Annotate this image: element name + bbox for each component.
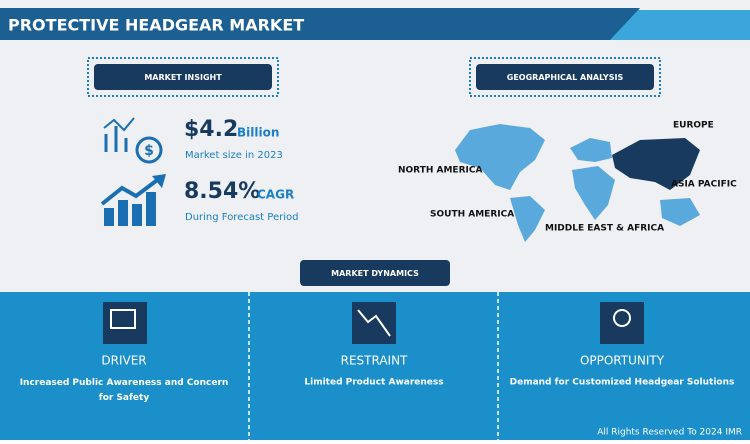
cagr-caption: During Forecast Period: [185, 212, 298, 223]
heading: GEOGRAPHICAL ANALYSIS: [507, 73, 624, 82]
heading: MARKET INSIGHT: [144, 73, 222, 82]
heading-box: [300, 260, 450, 286]
region-label: ASIA PACIFIC: [671, 180, 737, 190]
heading-frame: [87, 57, 279, 97]
panel-title: OPPORTUNITY: [580, 354, 665, 368]
growth-icon: [100, 174, 166, 226]
region-label: NORTH AMERICA: [398, 166, 482, 176]
panel-text: Demand for Customized Headgear Solutions: [510, 378, 735, 388]
panel-title: RESTRAINT: [341, 354, 408, 368]
size-caption: Market size in 2023: [185, 150, 283, 161]
cagr-unit: CAGR: [257, 188, 294, 202]
title: PROTECTIVE HEADGEAR MARKET: [8, 16, 304, 35]
heading-frame: [469, 57, 661, 97]
header-bar: [0, 8, 640, 40]
region-label: MIDDLE EAST & AFRICA: [545, 224, 664, 234]
size-value: $4.2: [184, 117, 238, 142]
panel-icon: [103, 302, 147, 344]
panel-icon: [352, 302, 396, 344]
panel-title: DRIVER: [101, 354, 146, 368]
heading-box: [94, 64, 272, 90]
money-icon: [103, 117, 163, 164]
panel-text: Increased Public Awareness and Concern fo…: [20, 378, 229, 403]
panel-icon: [600, 302, 644, 344]
cagr-value: 8.54%: [184, 179, 260, 204]
world-map: [455, 124, 700, 242]
heading: MARKET DYNAMICS: [331, 269, 419, 278]
icon-glyph: [110, 309, 136, 329]
footer: All Rights Reserved To 2024 IMR: [597, 428, 742, 438]
icon-glyph: [357, 309, 391, 337]
icon-glyph: [613, 309, 631, 327]
heading-box: [476, 64, 654, 90]
size-unit: Billion: [237, 126, 279, 140]
panel-text: Limited Product Awareness: [304, 378, 443, 388]
dollar-icon: $: [144, 143, 154, 159]
region-label: SOUTH AMERICA: [430, 210, 514, 220]
region-label: EUROPE: [673, 121, 714, 131]
